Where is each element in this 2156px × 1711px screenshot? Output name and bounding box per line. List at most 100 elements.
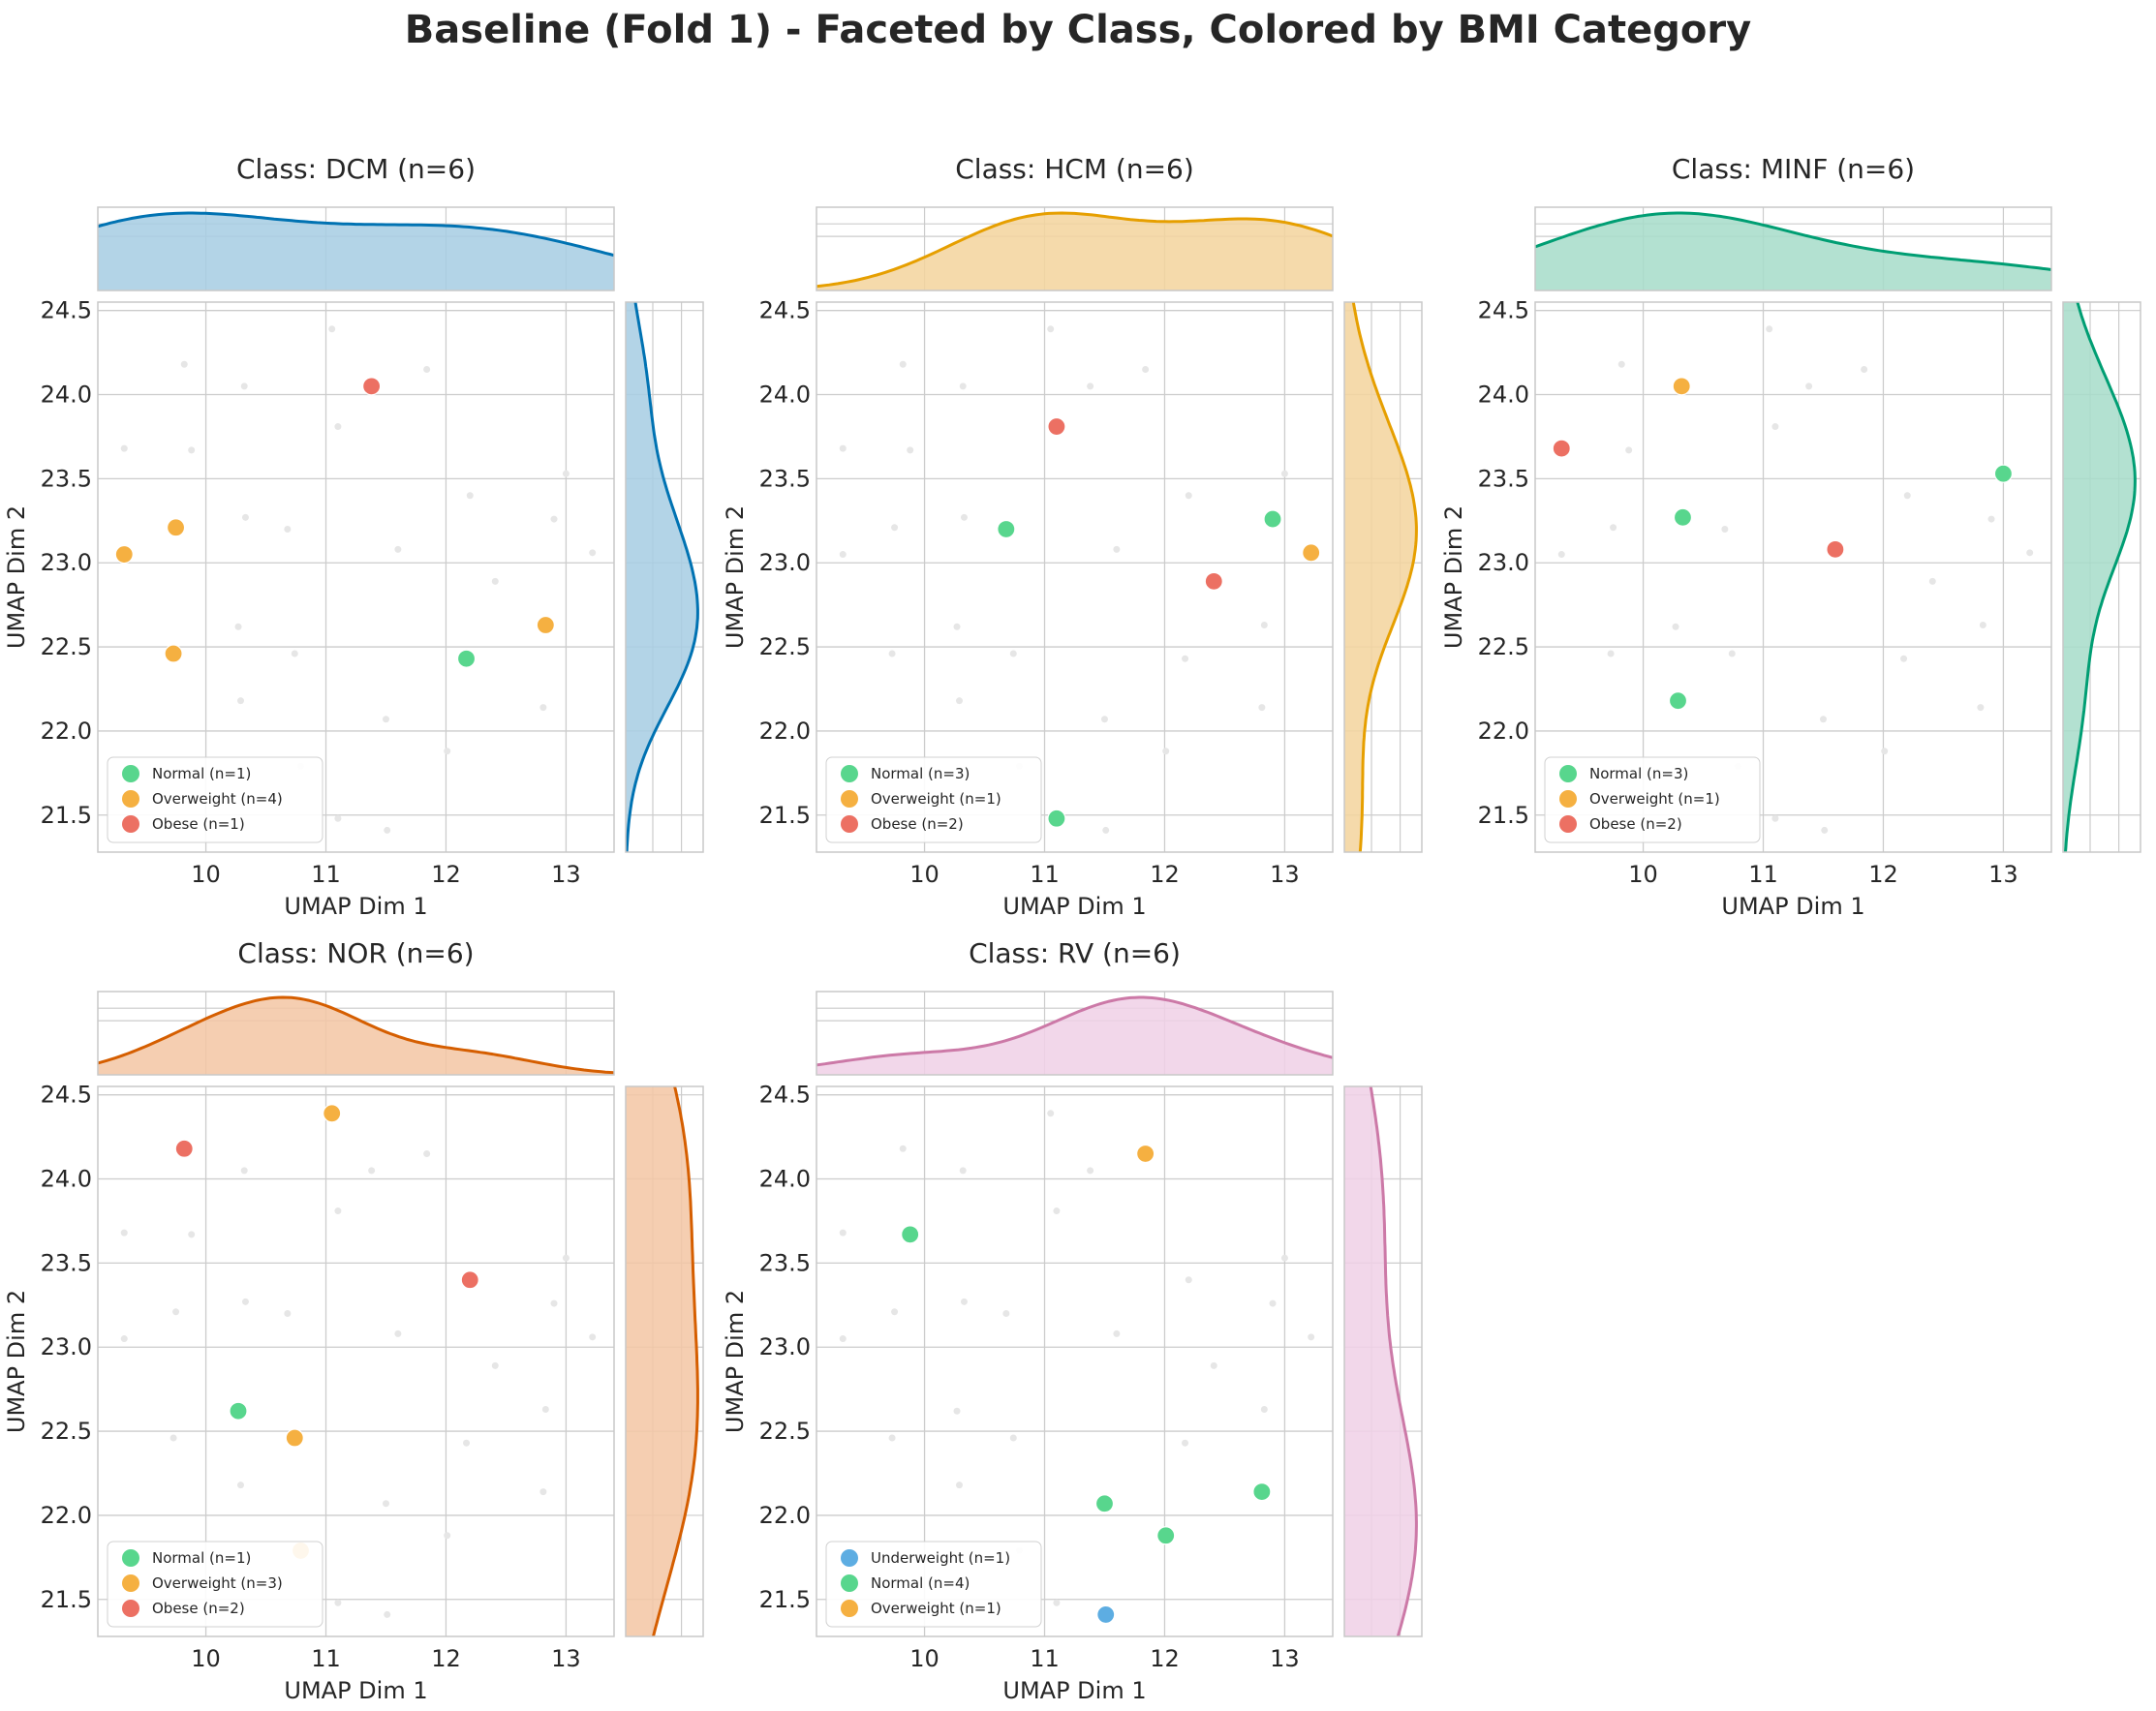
background-point	[1771, 814, 1779, 822]
background-point	[1185, 1276, 1192, 1284]
background-point	[891, 1308, 899, 1316]
point-obese	[1204, 571, 1223, 591]
right-marginal-frame	[625, 301, 704, 853]
background-point	[444, 748, 451, 755]
legend-label: Normal (n=1)	[152, 1549, 251, 1567]
background-point	[1053, 1207, 1061, 1215]
background-point	[240, 1167, 248, 1175]
background-point	[334, 1207, 342, 1215]
x-axis-label: UMAP Dim 1	[284, 893, 427, 920]
y-tick-label: 22.5	[41, 633, 92, 660]
background-point	[839, 1335, 847, 1343]
background-point	[394, 545, 402, 553]
legend-marker-obese	[122, 1600, 139, 1617]
background-point	[1185, 492, 1192, 500]
background-point	[120, 444, 128, 452]
background-point	[1102, 826, 1110, 834]
point-overweight	[114, 544, 134, 565]
legend-marker-normal	[122, 765, 139, 782]
y-tick-label: 24.0	[41, 1166, 92, 1193]
background-point	[444, 1532, 451, 1540]
y-tick-label: 21.5	[759, 1586, 811, 1613]
main-frame	[1534, 301, 2052, 853]
y-tick-label: 23.0	[1478, 549, 1529, 576]
right-kde-fill	[1344, 1086, 1417, 1636]
background-point	[1771, 423, 1779, 431]
background-point	[1182, 1439, 1189, 1447]
point-normal	[1668, 691, 1688, 711]
point-normal	[1156, 1526, 1176, 1545]
background-point	[2026, 549, 2034, 557]
background-point	[334, 423, 342, 431]
background-point	[1280, 470, 1288, 477]
y-tick-label: 24.0	[1478, 382, 1529, 409]
background-point	[1087, 382, 1094, 390]
x-tick-label: 10	[1628, 861, 1658, 888]
right-kde-line	[652, 1085, 699, 1637]
background-point	[284, 1309, 292, 1317]
legend-label: Overweight (n=3)	[152, 1574, 283, 1592]
y-tick-label: 23.5	[759, 465, 811, 492]
background-point	[960, 513, 968, 521]
background-point	[891, 524, 899, 532]
x-tick-label: 10	[191, 861, 221, 888]
legend-marker-overweight	[122, 790, 139, 808]
top-kde-line	[816, 995, 1334, 1067]
background-point	[1766, 325, 1773, 333]
background-point	[539, 1488, 547, 1496]
background-point	[956, 1482, 964, 1489]
point-overweight	[166, 518, 186, 537]
background-point	[188, 1231, 196, 1238]
background-point	[1002, 1309, 1010, 1317]
x-tick-label: 12	[1868, 861, 1898, 888]
right-kde-fill	[2063, 302, 2136, 852]
y-tick-label: 22.5	[1478, 633, 1529, 660]
x-tick-label: 12	[1150, 1645, 1180, 1672]
legend-box	[107, 756, 323, 843]
background-point	[382, 1500, 389, 1508]
legend: Normal (n=3) Overweight (n=1) Obese (n=2)	[1544, 756, 1761, 843]
point-overweight	[1136, 1144, 1155, 1164]
background-point	[589, 549, 597, 557]
y-tick-label: 23.5	[41, 465, 92, 492]
y-tick-label: 24.5	[759, 297, 811, 324]
point-normal	[1094, 1494, 1115, 1513]
point-normal	[1993, 464, 2014, 483]
legend-marker-obese	[1559, 815, 1577, 833]
background-point	[180, 360, 188, 368]
background-point	[241, 513, 249, 521]
point-obese	[1826, 539, 1845, 559]
right-kde-fill	[1344, 302, 1417, 852]
background-point	[382, 716, 389, 723]
legend-marker-normal	[122, 1549, 139, 1567]
top-marginal-frame	[1534, 206, 2052, 291]
legend-label: Obese (n=2)	[871, 815, 964, 833]
point-obese	[362, 377, 382, 396]
background-point	[1047, 325, 1055, 333]
legend-marker-normal	[1559, 765, 1577, 782]
background-point	[589, 1333, 597, 1341]
y-tick-label: 21.5	[41, 802, 92, 829]
background-point	[899, 1145, 907, 1152]
right-kde-line	[1351, 301, 1418, 853]
point-normal	[456, 649, 477, 668]
legend-label: Overweight (n=1)	[871, 1600, 1001, 1617]
y-tick-label: 22.0	[759, 1502, 811, 1529]
legend-label: Underweight (n=1)	[871, 1549, 1010, 1567]
top-kde-fill	[1535, 213, 2051, 290]
background-point	[1113, 1329, 1121, 1337]
data-points	[901, 1144, 1272, 1625]
background-point	[463, 1439, 471, 1447]
background-point	[394, 1329, 402, 1337]
x-tick-label: 12	[431, 1645, 461, 1672]
background-point	[899, 360, 907, 368]
panel-title: Class: HCM (n=6)	[955, 153, 1194, 185]
background-point	[291, 650, 298, 657]
background-point	[1280, 1254, 1288, 1262]
data-points	[997, 416, 1321, 828]
legend-marker-normal	[841, 765, 858, 782]
x-tick-label: 11	[311, 1645, 341, 1672]
legend: Normal (n=1) Overweight (n=4) Obese (n=1)	[107, 756, 323, 843]
background-point	[1269, 1299, 1277, 1307]
point-normal	[1252, 1482, 1272, 1502]
